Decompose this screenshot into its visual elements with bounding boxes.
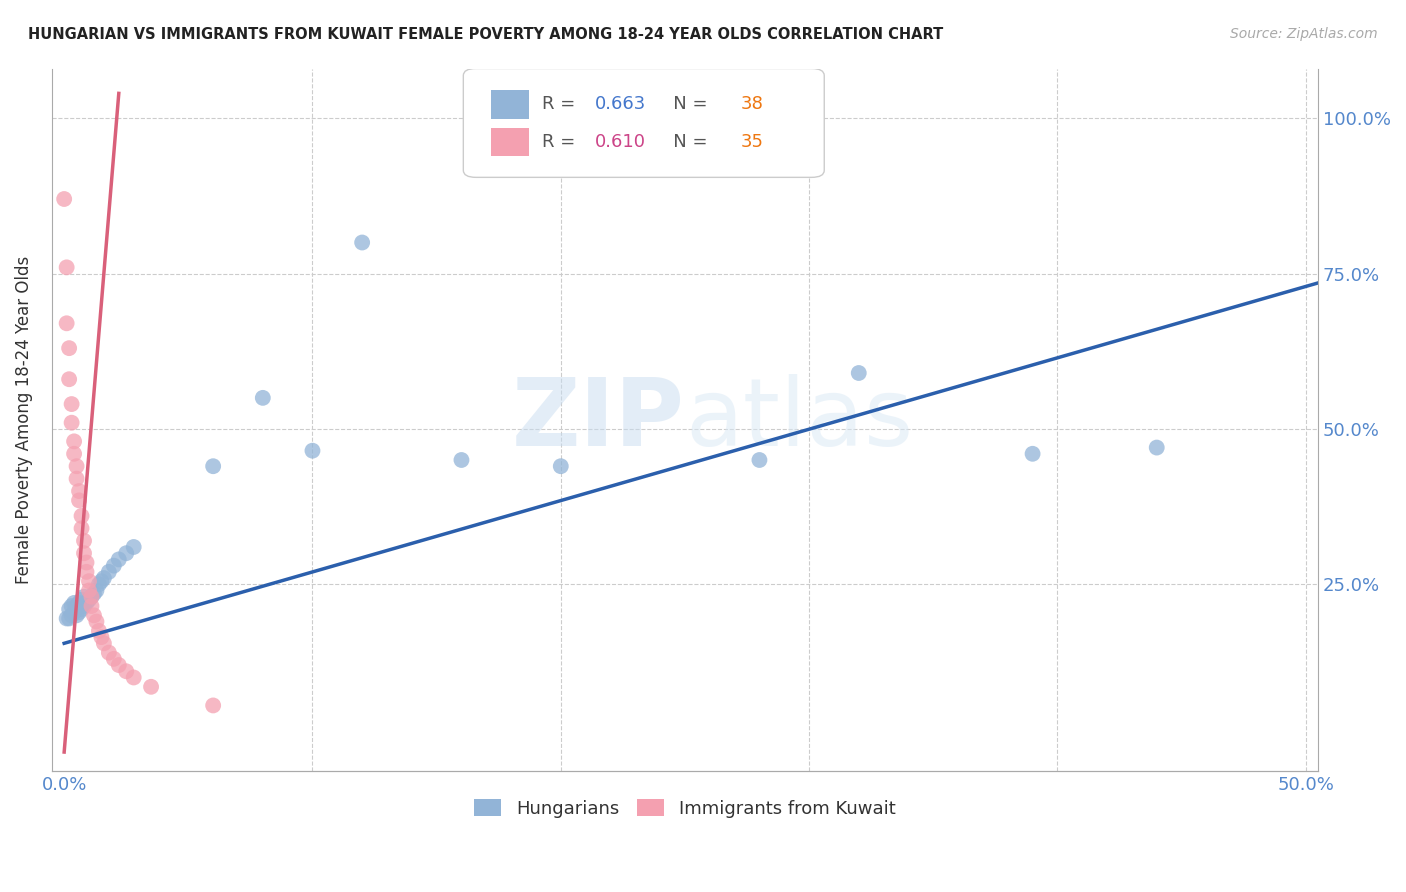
Point (87, 624, 110, 638)
Legend: Hungarians, Immigrants from Kuwait: Hungarians, Immigrants from Kuwait (467, 792, 903, 825)
Point (65, 472, 87, 486)
Point (76, 596, 98, 610)
Point (63, 434, 86, 449)
Text: 38: 38 (741, 95, 763, 113)
Point (301, 443, 323, 458)
FancyBboxPatch shape (464, 69, 824, 178)
Point (77, 592, 100, 607)
Point (60, 416, 83, 430)
Point (63, 596, 86, 610)
Point (67, 484, 90, 499)
Point (86, 583, 108, 598)
Point (122, 540, 145, 554)
Text: R =: R = (541, 95, 581, 113)
Point (115, 546, 138, 560)
Text: 0.663: 0.663 (595, 95, 647, 113)
Point (77, 583, 100, 598)
Point (848, 366, 870, 380)
Point (252, 391, 274, 405)
Text: HUNGARIAN VS IMMIGRANTS FROM KUWAIT FEMALE POVERTY AMONG 18-24 YEAR OLDS CORRELA: HUNGARIAN VS IMMIGRANTS FROM KUWAIT FEMA… (28, 27, 943, 42)
Point (73, 533, 96, 548)
Point (55, 611, 77, 625)
Point (60, 599, 83, 613)
Point (93, 636, 115, 650)
Point (115, 665, 138, 679)
Point (1021, 447, 1043, 461)
Point (60, 608, 83, 623)
Point (93, 571, 115, 585)
Point (90, 574, 112, 589)
Point (550, 459, 572, 474)
Text: ZIP: ZIP (512, 374, 685, 466)
Point (1146, 441, 1168, 455)
Point (70, 592, 93, 607)
Point (87, 577, 110, 591)
Point (70, 602, 93, 616)
Point (76, 556, 98, 570)
Point (107, 658, 129, 673)
Point (83, 608, 105, 623)
Point (67, 605, 90, 619)
Text: 0.610: 0.610 (595, 134, 645, 152)
Point (55, 316, 77, 330)
Point (76, 565, 98, 579)
Point (122, 671, 145, 685)
Point (70, 521, 93, 535)
Point (450, 453, 472, 467)
Text: R =: R = (541, 134, 581, 152)
Point (139, 680, 162, 694)
Point (80, 590, 103, 604)
Point (83, 586, 105, 600)
Point (58, 372, 80, 386)
Point (67, 493, 90, 508)
Point (748, 453, 770, 467)
Point (70, 508, 93, 523)
FancyBboxPatch shape (491, 90, 529, 119)
Point (73, 590, 96, 604)
Point (73, 599, 96, 613)
Point (90, 630, 112, 644)
Point (352, 235, 374, 250)
Point (73, 546, 96, 560)
Point (202, 459, 225, 474)
Point (65, 608, 87, 623)
Point (55, 260, 77, 275)
Point (107, 552, 129, 566)
Point (103, 558, 125, 573)
Point (202, 698, 225, 713)
Text: N =: N = (655, 134, 713, 152)
Point (77, 574, 100, 589)
Point (58, 611, 80, 625)
Point (103, 652, 125, 666)
Point (80, 590, 103, 604)
Y-axis label: Female Poverty Among 18-24 Year Olds: Female Poverty Among 18-24 Year Olds (15, 255, 32, 583)
Point (65, 459, 87, 474)
Point (58, 602, 80, 616)
Point (63, 605, 86, 619)
Point (97, 646, 120, 660)
Point (63, 447, 86, 461)
Point (58, 341, 80, 355)
Point (53, 192, 76, 206)
Text: N =: N = (655, 95, 713, 113)
Point (97, 565, 120, 579)
Point (60, 397, 83, 411)
Text: Source: ZipAtlas.com: Source: ZipAtlas.com (1230, 27, 1378, 41)
Point (67, 596, 90, 610)
Point (86, 615, 108, 629)
Point (65, 599, 87, 613)
Text: 35: 35 (741, 134, 763, 152)
Text: atlas: atlas (685, 374, 912, 466)
Point (80, 599, 103, 613)
FancyBboxPatch shape (491, 128, 529, 156)
